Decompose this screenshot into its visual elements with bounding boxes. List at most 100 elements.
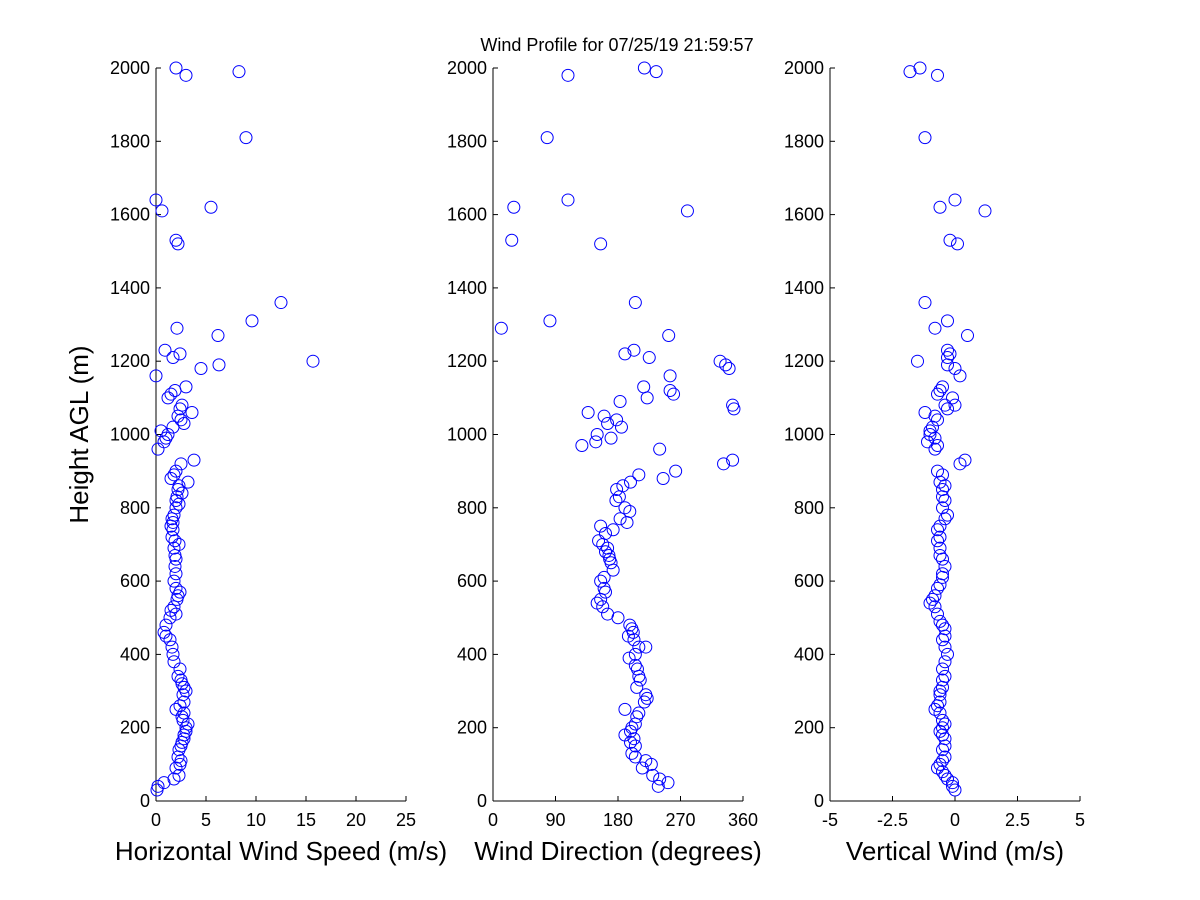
data-point <box>667 387 681 401</box>
x-tick-label: 20 <box>346 810 366 830</box>
data-point <box>722 362 736 376</box>
data-point <box>936 633 949 647</box>
x-tick-label: -5 <box>822 810 838 830</box>
data-point <box>938 739 952 753</box>
data-point <box>561 68 575 82</box>
data-point <box>166 420 180 434</box>
data-point <box>171 750 185 764</box>
data-point <box>177 680 191 694</box>
data-point <box>181 475 195 489</box>
x-tick-label: 180 <box>603 810 633 830</box>
y-tick-label: 0 <box>140 791 150 811</box>
data-point <box>649 65 663 79</box>
data-point <box>611 611 625 625</box>
data-point <box>961 329 974 343</box>
data-point <box>609 493 623 507</box>
y-tick-label: 1600 <box>784 205 824 225</box>
y-tick-label: 1600 <box>447 205 487 225</box>
data-point <box>680 204 694 218</box>
data-point <box>610 413 624 427</box>
data-point <box>938 640 952 654</box>
data-point <box>933 519 947 533</box>
data-point <box>637 695 651 709</box>
data-point <box>581 406 595 420</box>
data-point <box>921 435 934 449</box>
data-point <box>625 746 639 760</box>
data-point <box>159 618 173 632</box>
y-tick-label: 1800 <box>110 131 150 151</box>
data-point <box>166 647 180 661</box>
data-point <box>653 442 667 456</box>
y-tick-label: 1800 <box>447 131 487 151</box>
data-point <box>204 200 218 214</box>
y-tick-label: 800 <box>794 498 824 518</box>
data-point <box>933 684 947 698</box>
data-point <box>166 515 180 529</box>
data-point <box>656 471 670 485</box>
data-point <box>594 592 608 606</box>
data-point <box>170 321 184 335</box>
data-point <box>938 512 952 526</box>
data-point <box>727 402 741 416</box>
data-point <box>938 629 952 643</box>
data-point <box>606 523 620 537</box>
panel-direction: 0 200 400 600 800 1000 1200 1400 1600 1800 2000 0 90… <box>447 58 762 866</box>
data-point <box>719 358 733 372</box>
data-point <box>936 765 949 779</box>
data-point <box>274 296 288 310</box>
data-point <box>931 523 944 537</box>
data-point <box>951 237 964 251</box>
y-tick-label: 1000 <box>784 425 824 445</box>
data-point <box>151 442 165 456</box>
data-point <box>505 233 519 247</box>
data-point <box>941 351 954 365</box>
data-point <box>575 438 589 452</box>
data-point <box>933 614 947 628</box>
data-point <box>601 417 615 431</box>
y-tick-label: 1800 <box>784 131 824 151</box>
data-point <box>663 369 677 383</box>
y-tick-label: 400 <box>457 644 487 664</box>
data-point <box>601 541 615 555</box>
data-point <box>165 640 179 654</box>
data-point <box>903 65 917 79</box>
y-tick-label: 1400 <box>110 278 150 298</box>
data-point <box>174 457 188 471</box>
data-point <box>933 757 947 771</box>
data-point <box>597 409 611 423</box>
data-point <box>931 581 944 595</box>
data-point <box>928 431 942 445</box>
data-point <box>913 61 927 75</box>
data-point <box>933 706 947 720</box>
data-point <box>594 574 608 588</box>
data-point <box>187 453 201 467</box>
data-point <box>931 699 944 713</box>
x-tick-label: 10 <box>246 810 266 830</box>
data-point <box>172 743 186 757</box>
data-point <box>163 611 177 625</box>
x-axis-label: Horizontal Wind Speed (m/s) <box>115 836 447 866</box>
data-point <box>938 750 952 764</box>
data-point <box>953 457 967 471</box>
data-point <box>164 519 178 533</box>
data-point <box>173 662 187 676</box>
data-point <box>169 464 183 478</box>
data-point <box>941 647 954 661</box>
data-point <box>174 413 188 427</box>
data-point <box>623 618 637 632</box>
data-point <box>632 468 646 482</box>
data-point <box>661 776 675 790</box>
y-tick-label: 1600 <box>110 205 150 225</box>
data-point <box>170 592 184 606</box>
data-point <box>507 200 521 214</box>
data-point <box>941 314 954 328</box>
data-point <box>931 534 944 548</box>
data-point <box>948 362 962 376</box>
data-point <box>166 351 180 365</box>
data-point <box>599 545 612 559</box>
data-point <box>306 354 320 368</box>
data-point <box>158 343 172 357</box>
data-point <box>662 329 676 343</box>
data-point <box>173 699 187 713</box>
